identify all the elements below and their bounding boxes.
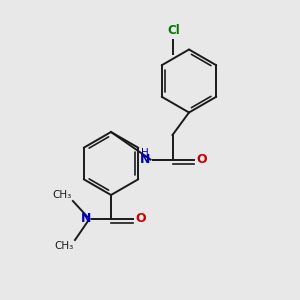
Text: CH₃: CH₃ [52,190,71,200]
Text: CH₃: CH₃ [54,241,74,251]
Text: Cl: Cl [167,24,180,37]
Text: O: O [135,212,146,226]
Text: N: N [140,153,151,166]
Text: O: O [196,153,207,166]
Text: N: N [81,212,92,226]
Text: H: H [141,148,149,158]
